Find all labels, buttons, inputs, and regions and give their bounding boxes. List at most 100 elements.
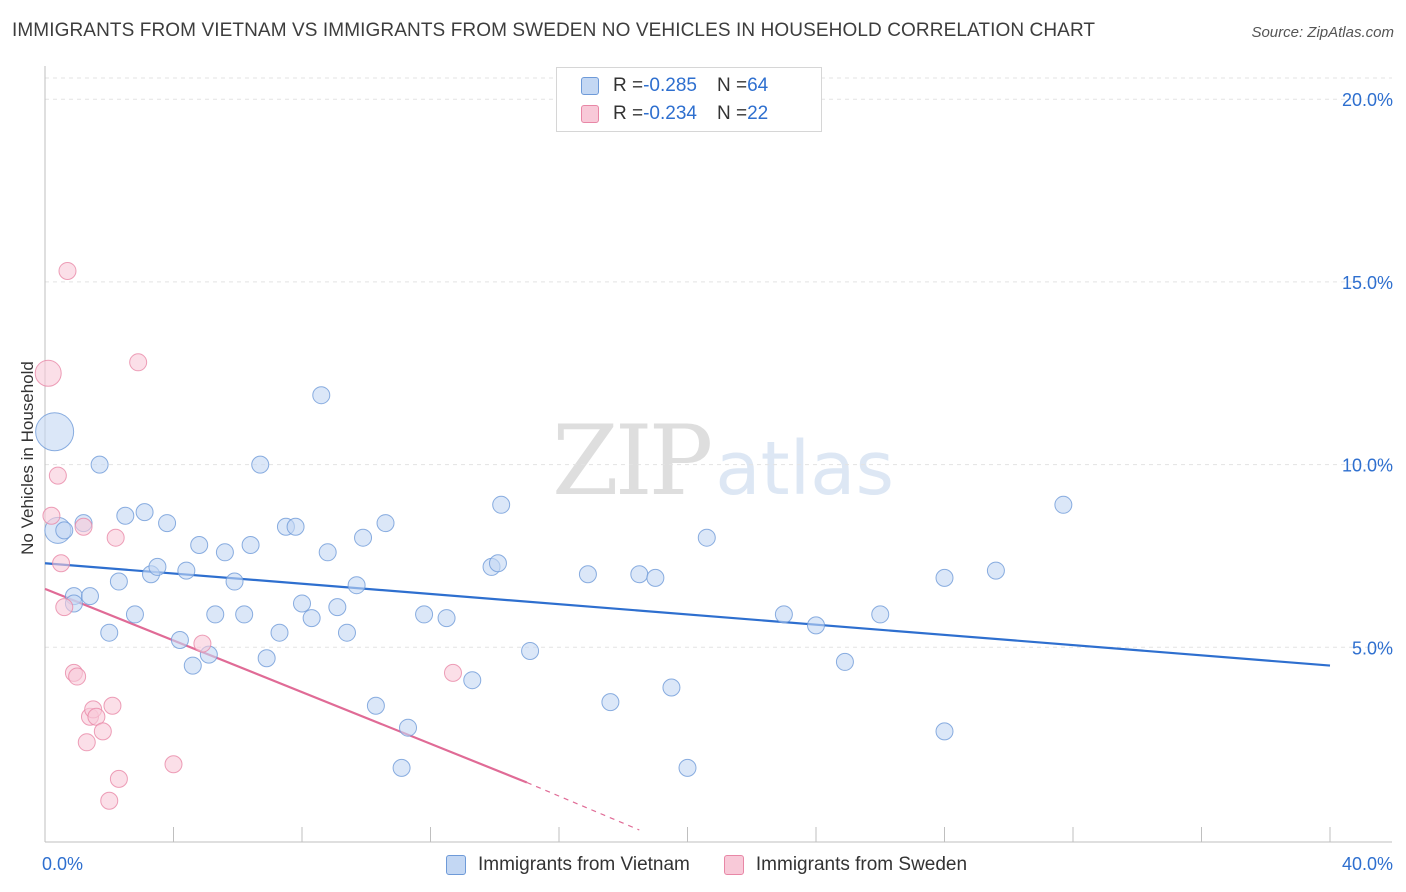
x-tick-label: 0.0%	[42, 854, 83, 874]
point-vietnam	[678, 758, 697, 777]
trend-line-vietnam	[44, 562, 1331, 667]
point-sweden	[34, 359, 62, 387]
point-vietnam	[241, 536, 260, 554]
legend-n-label: N =	[716, 103, 748, 124]
point-sweden	[52, 554, 71, 573]
point-sweden	[164, 755, 183, 774]
point-vietnam	[366, 696, 385, 715]
legend-r-value: -0.285	[643, 75, 697, 96]
point-vietnam	[578, 565, 597, 584]
point-sweden	[103, 696, 122, 715]
legend-r-label: R =	[613, 103, 644, 124]
point-vietnam	[492, 495, 511, 514]
point-sweden	[55, 598, 74, 617]
point-vietnam	[190, 536, 209, 554]
trend-line-sweden	[44, 587, 528, 784]
point-vietnam	[463, 671, 482, 690]
point-vietnam	[158, 514, 177, 533]
point-vietnam	[206, 605, 225, 624]
legend-row-sweden: R = -0.234 N = 22	[581, 101, 768, 127]
point-vietnam	[986, 561, 1005, 580]
point-vietnam	[1054, 495, 1073, 514]
point-vietnam	[318, 543, 337, 562]
point-vietnam	[697, 528, 716, 547]
point-sweden	[443, 663, 462, 682]
trend-extension-sweden	[526, 781, 640, 831]
legend-label-vietnam: Immigrants from Vietnam	[478, 854, 690, 875]
legend-item-vietnam[interactable]: Immigrants from Vietnam	[446, 854, 690, 876]
point-vietnam	[354, 528, 373, 547]
point-vietnam	[270, 623, 289, 642]
watermark-atlas: atlas	[715, 426, 895, 512]
point-vietnam	[302, 609, 321, 628]
point-vietnam	[251, 455, 270, 474]
legend-r-label: R =	[613, 75, 644, 96]
point-sweden	[109, 769, 128, 788]
watermark: ZIPatlas	[552, 405, 894, 517]
legend-n-value: 22	[747, 103, 769, 124]
series-legend: Immigrants from Vietnam Immigrants from …	[446, 852, 1001, 878]
chart-title: IMMIGRANTS FROM VIETNAM VS IMMIGRANTS FR…	[12, 20, 1096, 41]
legend-item-sweden[interactable]: Immigrants from Sweden	[723, 854, 968, 876]
point-vietnam	[55, 521, 74, 540]
point-sweden	[68, 667, 87, 686]
point-sweden	[74, 517, 93, 536]
point-vietnam	[347, 576, 366, 595]
y-tick-label: 20.0%	[1342, 90, 1393, 110]
data-points	[34, 261, 1073, 810]
legend-label-sweden: Immigrants from Sweden	[755, 854, 968, 875]
point-vietnam	[125, 605, 144, 624]
point-vietnam	[392, 758, 411, 777]
point-vietnam	[100, 623, 119, 642]
point-vietnam	[286, 517, 305, 536]
point-vietnam	[148, 557, 167, 576]
point-sweden	[106, 528, 125, 547]
point-sweden	[42, 506, 61, 525]
point-vietnam	[80, 587, 99, 606]
point-vietnam	[90, 455, 109, 474]
point-vietnam	[807, 616, 825, 635]
point-vietnam	[312, 386, 331, 405]
point-sweden	[100, 791, 119, 810]
trend-lines	[44, 562, 1331, 831]
point-sweden	[129, 353, 148, 372]
point-vietnam	[935, 722, 954, 741]
point-vietnam	[601, 693, 620, 712]
point-vietnam	[835, 652, 854, 671]
point-sweden	[93, 722, 112, 741]
axes	[44, 66, 1392, 843]
point-vietnam	[328, 598, 347, 617]
watermark-zip: ZIP	[552, 405, 713, 517]
legend-n-label: N =	[716, 75, 748, 96]
point-vietnam	[116, 506, 135, 525]
legend-swatch-vietnam	[581, 77, 599, 95]
point-vietnam	[183, 656, 202, 675]
tick-labels: 5.0% 10.0% 15.0% 20.0% 0.0% 40.0%	[42, 90, 1393, 874]
point-vietnam	[177, 561, 196, 580]
point-vietnam	[488, 554, 507, 573]
point-sweden	[48, 466, 67, 485]
point-vietnam	[170, 631, 189, 649]
point-vietnam	[376, 514, 395, 533]
legend-row-vietnam: R = -0.285 N = 64	[581, 73, 768, 99]
point-vietnam	[135, 503, 154, 522]
y-tick-label: 15.0%	[1342, 273, 1393, 293]
point-vietnam	[646, 568, 665, 587]
grid-lines	[45, 77, 1392, 648]
point-vietnam	[437, 609, 456, 628]
point-vietnam	[521, 641, 540, 660]
point-vietnam	[337, 623, 356, 642]
point-vietnam	[293, 594, 311, 613]
point-vietnam	[35, 412, 75, 452]
legend-swatch-vietnam	[446, 855, 466, 875]
point-vietnam	[399, 718, 418, 737]
point-sweden	[58, 261, 77, 280]
point-vietnam	[935, 568, 954, 587]
legend-n-value: 64	[747, 75, 769, 96]
point-sweden	[193, 634, 212, 653]
x-tick-label: 40.0%	[1342, 854, 1393, 874]
point-vietnam	[871, 605, 890, 624]
point-vietnam	[630, 565, 649, 584]
point-vietnam	[774, 605, 793, 624]
